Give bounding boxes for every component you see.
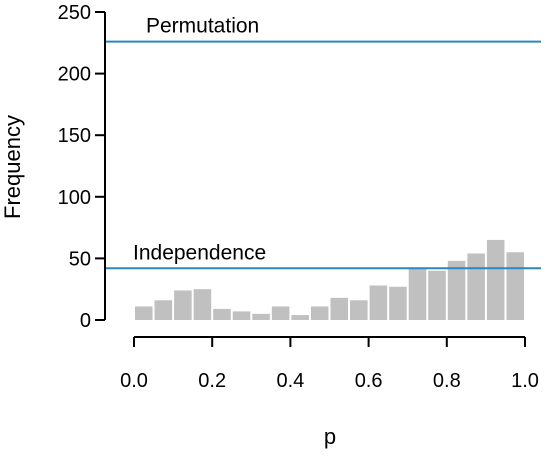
x-axis-title: p (324, 424, 336, 449)
y-axis-title: Frequency (0, 115, 25, 219)
histogram-bar (213, 308, 231, 320)
y-tick-label: 0 (80, 310, 91, 332)
histogram-bar (467, 253, 485, 320)
histogram-bar (174, 290, 192, 320)
y-tick-label: 50 (69, 248, 91, 270)
reference-line-label: Independence (133, 241, 266, 264)
reference-line-label: Permutation (146, 15, 259, 38)
histogram-bar (252, 313, 270, 320)
histogram-bar (271, 306, 290, 320)
histogram-bar (350, 300, 368, 320)
histogram-bar (232, 311, 251, 320)
histogram-bar (428, 270, 446, 320)
histogram-bar (330, 297, 349, 320)
histogram-bar (154, 300, 173, 320)
x-tick-label: 0.6 (355, 370, 383, 392)
histogram-bar (291, 315, 309, 320)
x-tick-label: 0.4 (276, 370, 304, 392)
x-tick-label: 1.0 (511, 370, 539, 392)
x-axis: 0.0 0.2 0.4 0.6 0.8 1.0 (120, 336, 539, 392)
y-tick-label: 100 (58, 187, 91, 209)
bars-group (135, 239, 524, 320)
histogram-bar (447, 260, 466, 320)
histogram-bar (389, 286, 407, 320)
reference-lines-group: Permutation Independence (105, 15, 541, 270)
y-axis: 0 50 100 150 200 250 (58, 2, 106, 332)
y-tick-label: 200 (58, 64, 91, 86)
histogram-bar (506, 252, 524, 320)
x-tick-label: 0.0 (120, 370, 148, 392)
histogram-bar (369, 285, 388, 320)
histogram-bar (310, 306, 329, 320)
histogram-bar (408, 268, 427, 320)
x-tick-label: 0.2 (198, 370, 226, 392)
y-tick-label: 250 (58, 2, 91, 24)
y-tick-label: 150 (58, 125, 91, 147)
histogram-bar (486, 239, 505, 320)
histogram-bar (135, 306, 153, 320)
x-tick-label: 0.8 (433, 370, 461, 392)
histogram-bar (193, 289, 212, 320)
